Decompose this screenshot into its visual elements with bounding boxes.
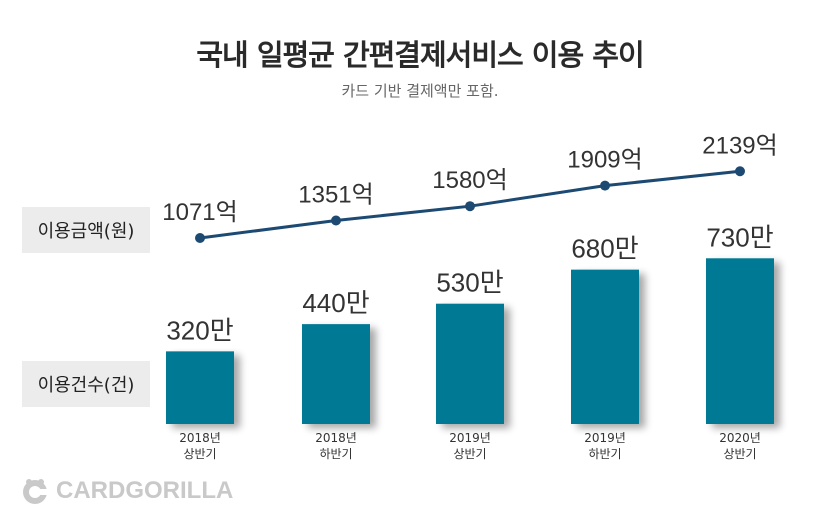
bar bbox=[571, 269, 639, 424]
line-point bbox=[600, 180, 610, 191]
category-label-line: 상반기 bbox=[453, 447, 487, 461]
count-axis-tag: 이용건수(건) bbox=[22, 361, 150, 407]
line-point bbox=[465, 201, 475, 212]
line-point bbox=[735, 166, 745, 177]
category-label-line: 2018년 bbox=[179, 431, 221, 445]
category-label-line: 2020년 bbox=[719, 431, 761, 445]
chart-subtitle: 카드 기반 결제액만 포함. bbox=[341, 82, 499, 100]
category-label-line: 하반기 bbox=[319, 447, 353, 461]
bar-value-label: 730만 bbox=[706, 222, 773, 252]
bar bbox=[436, 303, 504, 424]
category-label-line: 2019년 bbox=[449, 431, 491, 445]
bar-value-label: 320만 bbox=[166, 315, 233, 345]
bar bbox=[302, 324, 370, 424]
category-label-line: 상반기 bbox=[723, 447, 757, 461]
chart-title: 국내 일평균 간편결제서비스 이용 추이 bbox=[196, 38, 644, 72]
gorilla-logo-icon bbox=[23, 479, 48, 504]
line-value-label: 1909억 bbox=[567, 147, 642, 174]
bar-value-label: 440만 bbox=[302, 288, 369, 318]
logo-text: CARDGORILLA bbox=[56, 477, 234, 504]
category-label-line: 상반기 bbox=[183, 447, 217, 461]
line-point bbox=[195, 233, 205, 243]
bar bbox=[706, 258, 774, 424]
cardgorilla-logo: CARDGORILLA bbox=[20, 476, 233, 506]
line-value-label: 1351억 bbox=[298, 182, 373, 209]
line-value-label: 1580억 bbox=[432, 167, 507, 194]
amount-axis-tag: 이용금액(원) bbox=[22, 207, 150, 253]
category-label-line: 하반기 bbox=[588, 447, 622, 461]
line-value-label: 1071억 bbox=[162, 199, 237, 226]
line-point bbox=[331, 215, 341, 226]
bar-value-label: 530만 bbox=[436, 268, 503, 298]
bar bbox=[166, 351, 234, 424]
bar-value-label: 680만 bbox=[571, 234, 638, 264]
category-label-line: 2018년 bbox=[315, 431, 357, 445]
line-value-label: 2139억 bbox=[702, 132, 777, 159]
category-label-line: 2019년 bbox=[584, 431, 626, 445]
